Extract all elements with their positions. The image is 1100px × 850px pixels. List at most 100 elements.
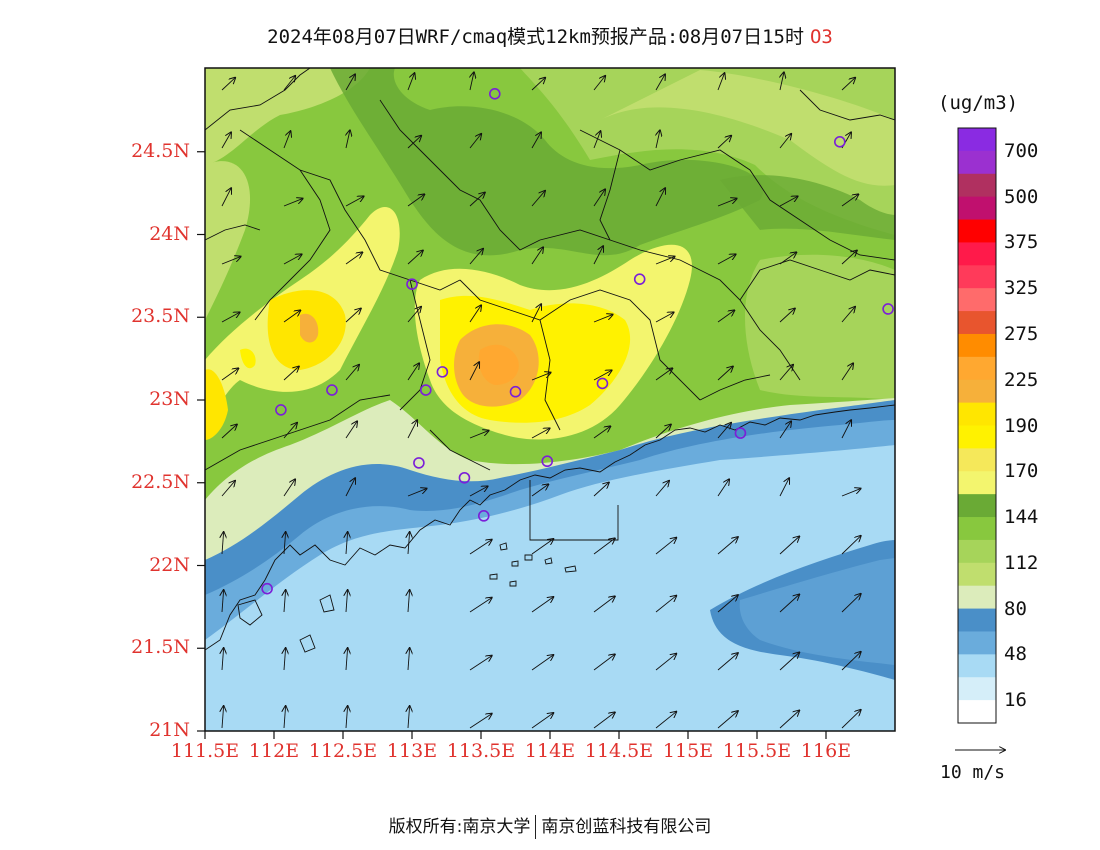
station-marker [882, 303, 894, 315]
wind-arrow [531, 713, 553, 729]
wind-arrow [717, 367, 733, 381]
wind-arrow [284, 706, 286, 729]
colorbar-segment [958, 608, 996, 632]
colorbar-segment [958, 356, 996, 381]
wind-arrow [469, 431, 489, 439]
lat-label: 23.5N [131, 305, 190, 328]
wind-arrow [717, 479, 729, 497]
colorbar-label: 275 [1004, 322, 1039, 345]
wind-arrow [531, 655, 553, 671]
wind-arrow [655, 654, 676, 671]
wind-arrow [221, 132, 231, 149]
lat-label: 21.5N [131, 636, 190, 659]
colorbar-label: 80 [1004, 597, 1027, 620]
wind-arrow [655, 188, 665, 207]
colorbar-segment [958, 471, 996, 495]
wind-arrow [841, 489, 861, 497]
wind-arrow [841, 194, 858, 207]
wind-arrow [470, 72, 474, 91]
wind-vectors [221, 72, 861, 729]
wind-arrow [283, 199, 303, 207]
wind-arrow [346, 706, 348, 729]
wind-arrow [655, 312, 674, 323]
map-title: 2024年08月07日WRF/cmaq模式12km预报产品:08月07日15时 O… [0, 22, 1100, 49]
colorbar-segment [958, 448, 996, 472]
wind-arrow [283, 76, 295, 91]
wind-arrow [345, 365, 359, 381]
wind-arrow [408, 648, 410, 671]
wind-arrow [407, 363, 419, 381]
wind-arrow [346, 590, 348, 613]
wind-arrow [345, 252, 362, 265]
wind-arrow [531, 191, 545, 207]
wind-arrow [779, 653, 799, 671]
lat-label: 21N [149, 719, 190, 741]
wind-arrow [780, 72, 784, 91]
station-marker [413, 457, 425, 469]
colorbar-segment [958, 242, 996, 266]
station-marker [261, 582, 273, 595]
wind-arrow [779, 134, 791, 149]
wind-arrow [779, 595, 799, 613]
wind-arrow [221, 312, 240, 323]
wind-arrow [283, 131, 291, 149]
colorbar-segment [958, 173, 996, 198]
title-text: 2024年08月07日WRF/cmaq模式12km预报产品:08月07日15时 [267, 26, 804, 48]
wind-arrow [593, 189, 605, 207]
wind-arrow [593, 131, 601, 149]
station-marker [509, 385, 522, 398]
wind-arrow [346, 532, 348, 555]
wind-arrow [717, 423, 731, 439]
lat-label: 23N [149, 388, 190, 410]
colorbar-segment [958, 128, 996, 152]
colorbar-segment [958, 402, 996, 426]
footer-separator [535, 815, 537, 839]
wind-arrow [469, 134, 481, 149]
wind-arrow [408, 706, 410, 729]
station-marker [541, 455, 554, 468]
wind-arrow [779, 309, 795, 323]
wind-arrow [717, 310, 734, 323]
wind-arrow [655, 74, 665, 91]
lat-label: 22.5N [131, 470, 190, 493]
wind-arrow [841, 251, 857, 265]
station-marker [488, 88, 501, 100]
axis-ticks [197, 151, 827, 739]
wind-arrow [531, 373, 551, 381]
colorbar-frame [957, 127, 997, 724]
lon-label: 112E [248, 740, 300, 762]
wind-scale-label: 10 m/s [940, 762, 1006, 783]
concentration-field [205, 68, 895, 731]
colorbar-segment [958, 539, 996, 564]
wind-arrow [531, 304, 541, 323]
wind-arrow [531, 539, 553, 555]
wind-arrow [593, 596, 615, 613]
wind-arrow [408, 590, 410, 613]
wind-arrow [717, 653, 738, 671]
station-marker [833, 136, 846, 148]
wind-arrow [407, 307, 421, 323]
wind-arrow [283, 423, 297, 439]
wind-arrow [222, 532, 224, 555]
wind-arrow [779, 196, 798, 207]
wind-arrow [779, 478, 789, 497]
copyright-company: 南京创蓝科技有限公司 [541, 817, 712, 837]
wind-arrow [469, 656, 492, 671]
station-marker [436, 366, 449, 378]
wind-arrow [841, 594, 861, 613]
wind-arrow [655, 712, 676, 729]
wind-arrow [469, 249, 483, 265]
wind-arrow [222, 706, 224, 729]
wind-arrow [345, 421, 357, 439]
wind-arrow [469, 305, 481, 323]
wind-arrow [841, 78, 855, 91]
wind-arrow [531, 78, 545, 91]
wind-arrow [655, 596, 676, 613]
wind-arrow [221, 78, 235, 91]
wind-arrow [407, 136, 421, 149]
wind-arrow [408, 532, 410, 555]
wind-arrow [407, 73, 415, 91]
colorbar-segment [958, 379, 996, 404]
wind-arrow [593, 538, 615, 555]
wind-arrow [655, 425, 671, 439]
